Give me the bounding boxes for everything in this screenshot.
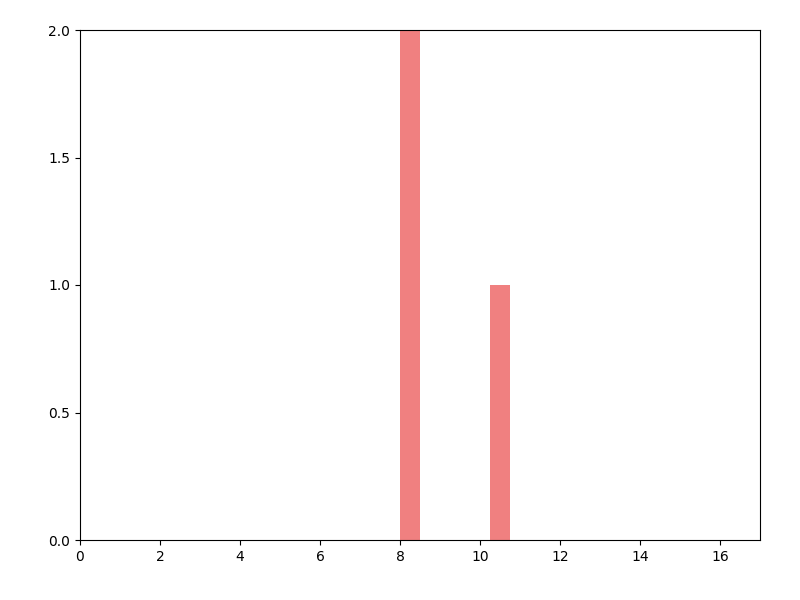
Bar (400, 30, 420, 540)
Bar (490, 285, 510, 540)
